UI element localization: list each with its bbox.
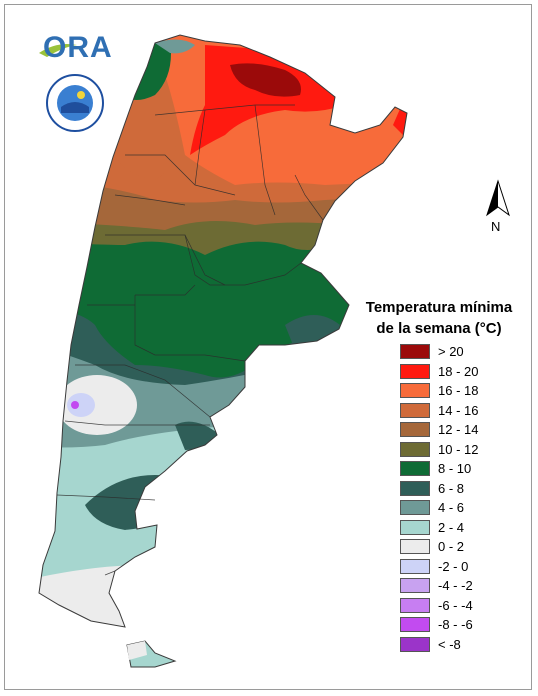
legend-item: -2 - 0 xyxy=(400,557,478,577)
legend-item: 10 - 12 xyxy=(400,440,478,460)
map-frame: ORA N Temperatura mínima de la semana (°… xyxy=(4,4,532,690)
legend-item: 16 - 18 xyxy=(400,381,478,401)
legend-label: < -8 xyxy=(438,636,461,652)
legend-label: 0 - 2 xyxy=(438,539,465,555)
legend-item: 14 - 16 xyxy=(400,401,478,421)
legend-swatch xyxy=(400,363,430,379)
legend-label: 16 - 18 xyxy=(438,383,479,399)
legend-swatch xyxy=(400,441,430,457)
legend-title-line1: Temperatura mínima xyxy=(365,299,513,316)
agency-seal-icon xyxy=(46,74,104,132)
legend-item: < -8 xyxy=(400,635,478,655)
legend-item: > 20 xyxy=(400,342,478,362)
legend-swatch xyxy=(400,461,430,477)
logo-text: ORA xyxy=(43,31,113,64)
legend-swatch xyxy=(400,636,430,652)
legend-title: Temperatura mínima de la semana (°C) xyxy=(351,297,527,339)
legend-label: 14 - 16 xyxy=(438,402,479,418)
legend-swatch xyxy=(400,480,430,496)
legend-label: -4 - -2 xyxy=(438,578,473,594)
legend-swatch xyxy=(400,422,430,438)
legend-swatch xyxy=(400,402,430,418)
legend-item: 12 - 14 xyxy=(400,420,478,440)
legend-item: -4 - -2 xyxy=(400,576,478,596)
legend: > 20 18 - 20 16 - 18 14 - 16 12 - 14 10 - 12 8… xyxy=(400,342,478,654)
legend-label: 4 - 6 xyxy=(438,500,465,516)
legend-label: 2 - 4 xyxy=(438,519,465,535)
legend-item: 8 - 10 xyxy=(400,459,478,479)
legend-swatch xyxy=(400,558,430,574)
legend-title-line2: de la semana (°C) xyxy=(376,320,502,337)
legend-swatch xyxy=(400,578,430,594)
legend-label: 8 - 10 xyxy=(438,461,472,477)
north-arrow-icon xyxy=(486,179,510,217)
legend-swatch xyxy=(400,519,430,535)
legend-swatch xyxy=(400,617,430,633)
logo-swoosh-icon xyxy=(39,44,77,57)
legend-item: -6 - -4 xyxy=(400,596,478,616)
legend-item: 18 - 20 xyxy=(400,362,478,382)
province-borders xyxy=(56,104,324,576)
legend-item: -8 - -6 xyxy=(400,615,478,635)
legend-label: > 20 xyxy=(438,344,464,360)
legend-label: -8 - -6 xyxy=(438,617,473,633)
legend-label: -2 - 0 xyxy=(438,558,469,574)
legend-label: -6 - -4 xyxy=(438,597,473,613)
legend-swatch xyxy=(400,383,430,399)
legend-item: 4 - 6 xyxy=(400,498,478,518)
legend-label: 6 - 8 xyxy=(438,480,465,496)
legend-item: 0 - 2 xyxy=(400,537,478,557)
legend-label: 12 - 14 xyxy=(438,422,479,438)
legend-label: 10 - 12 xyxy=(438,441,479,457)
legend-swatch xyxy=(400,539,430,555)
north-label: N xyxy=(491,219,501,234)
legend-item: 6 - 8 xyxy=(400,479,478,499)
argentina-outline xyxy=(38,34,408,628)
legend-swatch xyxy=(400,500,430,516)
legend-label: 18 - 20 xyxy=(438,363,479,379)
legend-item: 2 - 4 xyxy=(400,518,478,538)
legend-swatch xyxy=(400,344,430,360)
legend-swatch xyxy=(400,597,430,613)
